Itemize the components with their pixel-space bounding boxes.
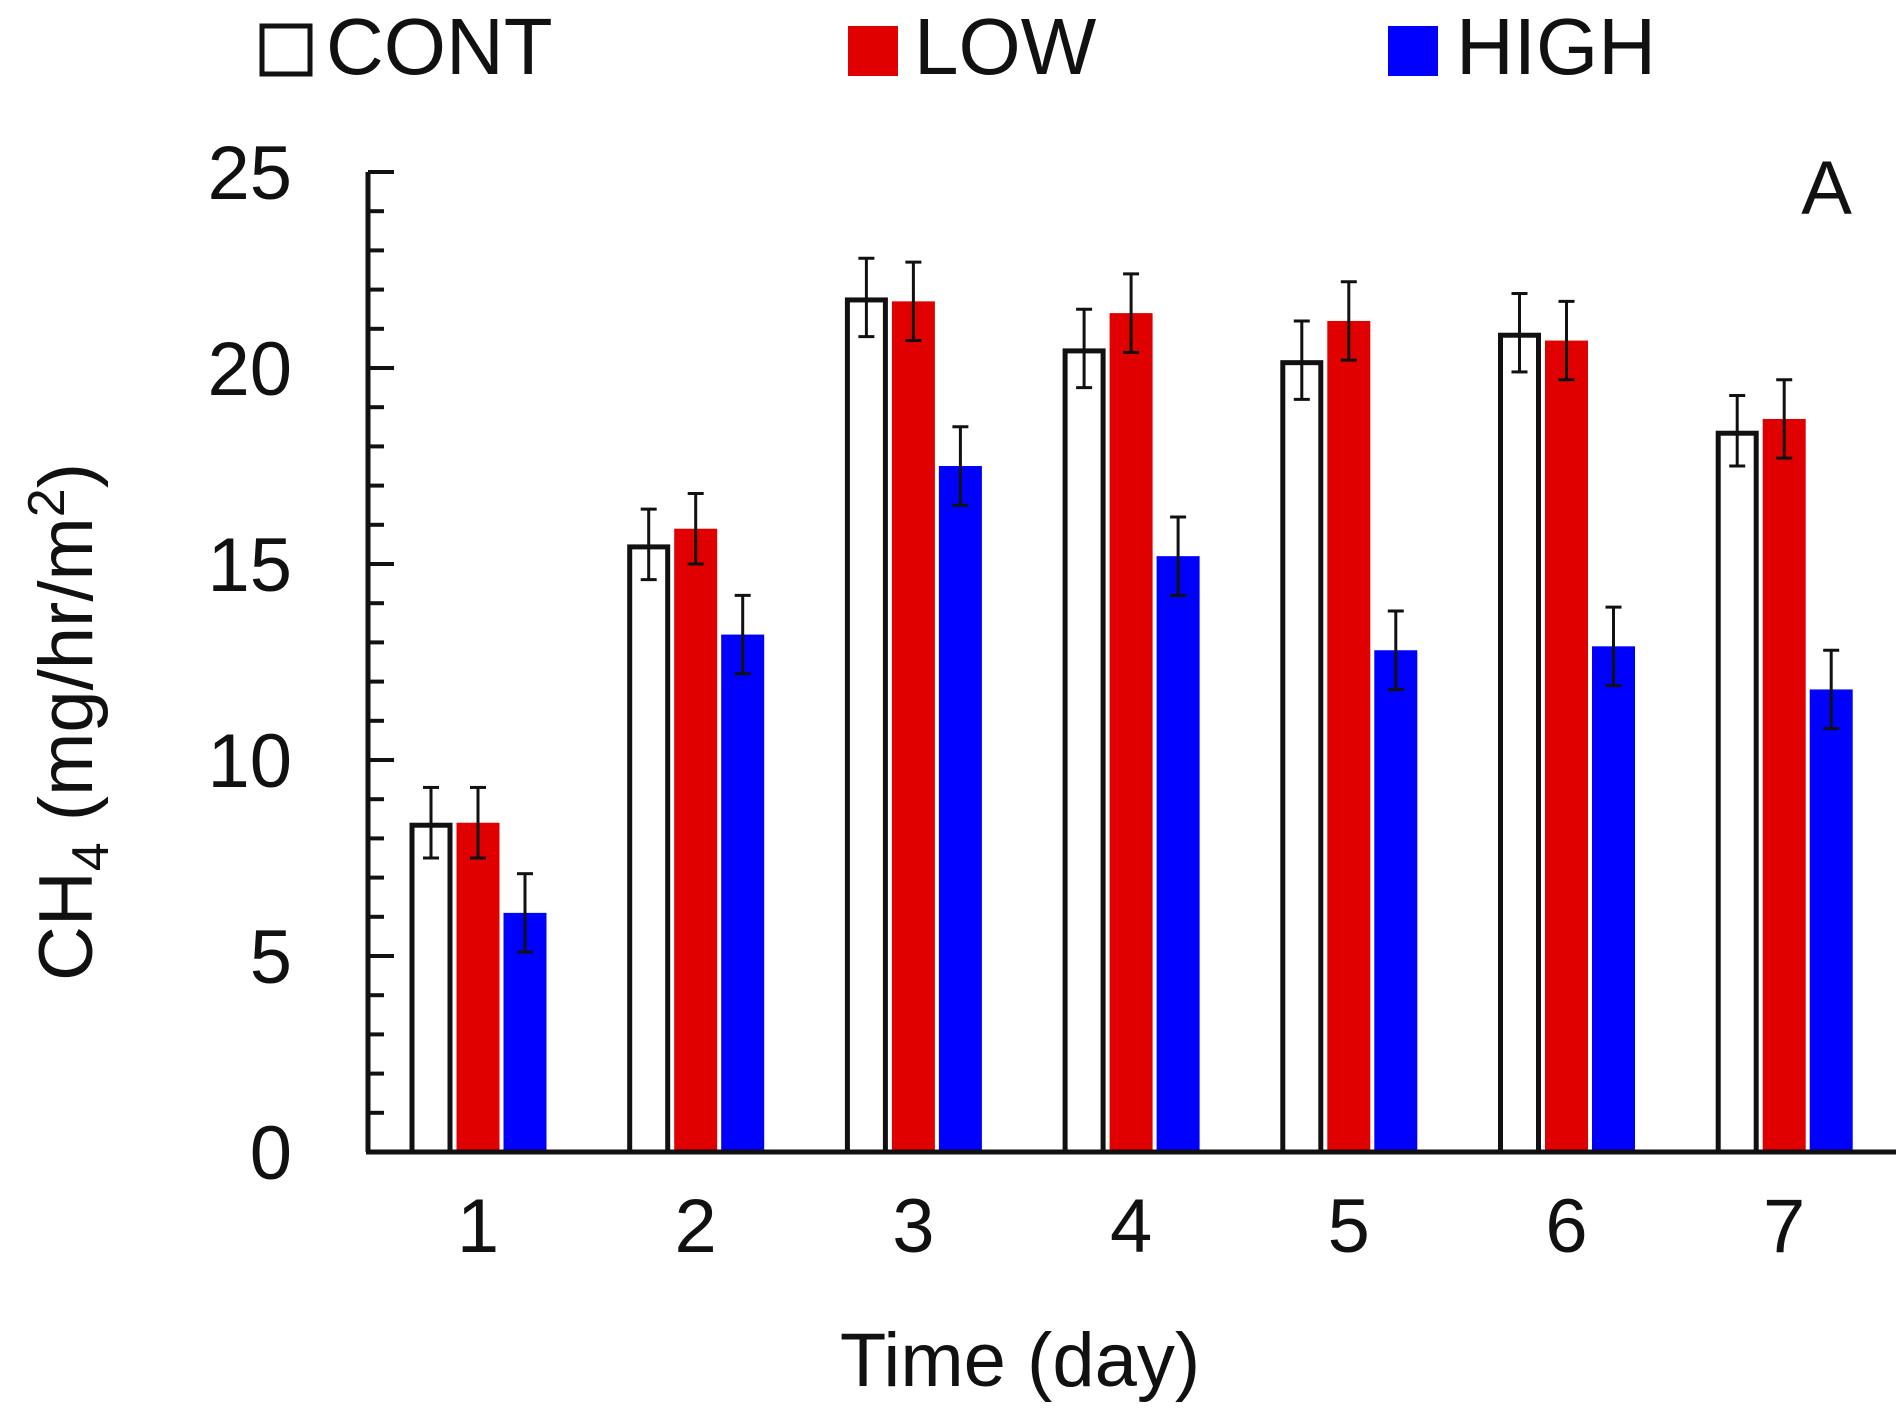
bar-low-day-2: [674, 528, 718, 1152]
bar-high-day-6: [1592, 646, 1635, 1152]
y-axis-title-units: (mg/hr/m: [24, 517, 109, 842]
legend: CONT LOW HIGH: [259, 2, 1656, 91]
error-bar-high-day-3: [952, 425, 969, 507]
legend-item-high: HIGH: [1388, 2, 1656, 91]
bar-low-day-4: [1109, 313, 1153, 1152]
legend-swatch-low: [848, 26, 898, 76]
error-bar-low-day-4: [1123, 272, 1140, 354]
legend-swatch-cont: [259, 23, 313, 77]
bar-high-day-4: [1156, 556, 1200, 1152]
error-bar-high-day-5: [1387, 609, 1404, 691]
bar-low-day-6: [1545, 340, 1588, 1152]
bar-cont-day-4: [1062, 348, 1106, 1155]
bar-cont-day-7: [1715, 430, 1759, 1155]
error-bar-cont-day-2: [640, 507, 657, 582]
error-bar-low-day-1: [470, 785, 486, 860]
error-bar-low-day-6: [1558, 299, 1575, 382]
x-axis-tick-labels: 1 2 3 4 5 6 7: [457, 1184, 1805, 1269]
x-tick-label-7: 7: [1763, 1184, 1805, 1269]
error-bar-high-day-4: [1170, 515, 1187, 597]
legend-label-cont: CONT: [326, 2, 553, 91]
y-axis-title-prefix: CH: [24, 871, 109, 981]
error-bar-cont-day-3: [858, 256, 875, 339]
bar-cont-day-1: [409, 822, 453, 1155]
y-axis-title: CH4 (mg/hr/m2): [18, 463, 120, 981]
x-tick-label-1: 1: [457, 1184, 499, 1269]
bar-high-day-7: [1809, 689, 1853, 1152]
legend-swatch-high: [1388, 26, 1438, 76]
error-bar-cont-day-1: [423, 785, 439, 860]
error-bar-cont-day-5: [1293, 319, 1310, 401]
legend-item-low: LOW: [848, 2, 1097, 91]
error-bar-cont-day-6: [1511, 292, 1528, 374]
x-axis-title: Time (day): [840, 1318, 1200, 1403]
y-axis-ticks: 0 5 10 15 20 25: [207, 131, 394, 1196]
legend-label-high: HIGH: [1456, 2, 1656, 91]
error-bars-layer: [423, 256, 1840, 954]
y-tick-label-0: 0: [250, 1111, 292, 1196]
y-axis-title-superscript: 2: [18, 488, 76, 517]
x-tick-label-5: 5: [1328, 1184, 1370, 1269]
x-tick-label-2: 2: [675, 1184, 717, 1269]
error-bar-low-day-2: [687, 491, 704, 566]
bar-cont-day-5: [1280, 360, 1324, 1155]
bar-cont-day-6: [1498, 332, 1541, 1155]
y-tick-label-20: 20: [207, 327, 292, 412]
bar-low-day-1: [456, 822, 500, 1152]
y-tick-label-5: 5: [250, 915, 292, 1000]
bars-layer: [409, 297, 1853, 1155]
y-tick-label-15: 15: [207, 523, 292, 608]
error-bar-high-day-1: [517, 872, 533, 954]
y-tick-label-25: 25: [207, 131, 292, 216]
error-bar-cont-day-7: [1729, 393, 1746, 468]
error-bar-high-day-7: [1823, 648, 1840, 731]
legend-item-cont: CONT: [259, 2, 553, 91]
error-bar-cont-day-4: [1076, 307, 1093, 390]
error-bar-low-day-3: [905, 260, 922, 343]
error-bar-high-day-2: [734, 593, 751, 676]
legend-label-low: LOW: [914, 2, 1097, 91]
bar-high-day-2: [721, 634, 765, 1152]
bar-low-day-7: [1762, 418, 1806, 1153]
bar-high-day-3: [938, 466, 982, 1152]
error-bar-low-day-7: [1776, 378, 1793, 460]
y-tick-label-10: 10: [207, 719, 292, 804]
bar-cont-day-2: [627, 544, 671, 1155]
error-bar-low-day-5: [1340, 280, 1357, 362]
panel-label: A: [1801, 146, 1852, 231]
x-tick-label-6: 6: [1545, 1184, 1587, 1269]
bar-cont-day-3: [844, 297, 888, 1155]
error-bar-high-day-6: [1605, 605, 1622, 688]
x-tick-label-3: 3: [892, 1184, 934, 1269]
bar-high-day-5: [1374, 650, 1418, 1152]
bar-low-day-5: [1327, 320, 1371, 1153]
x-tick-label-4: 4: [1110, 1184, 1152, 1269]
bar-low-day-3: [891, 301, 935, 1152]
y-axis-title-subscript: 4: [62, 842, 120, 871]
y-axis-title-suffix: ): [24, 463, 109, 488]
